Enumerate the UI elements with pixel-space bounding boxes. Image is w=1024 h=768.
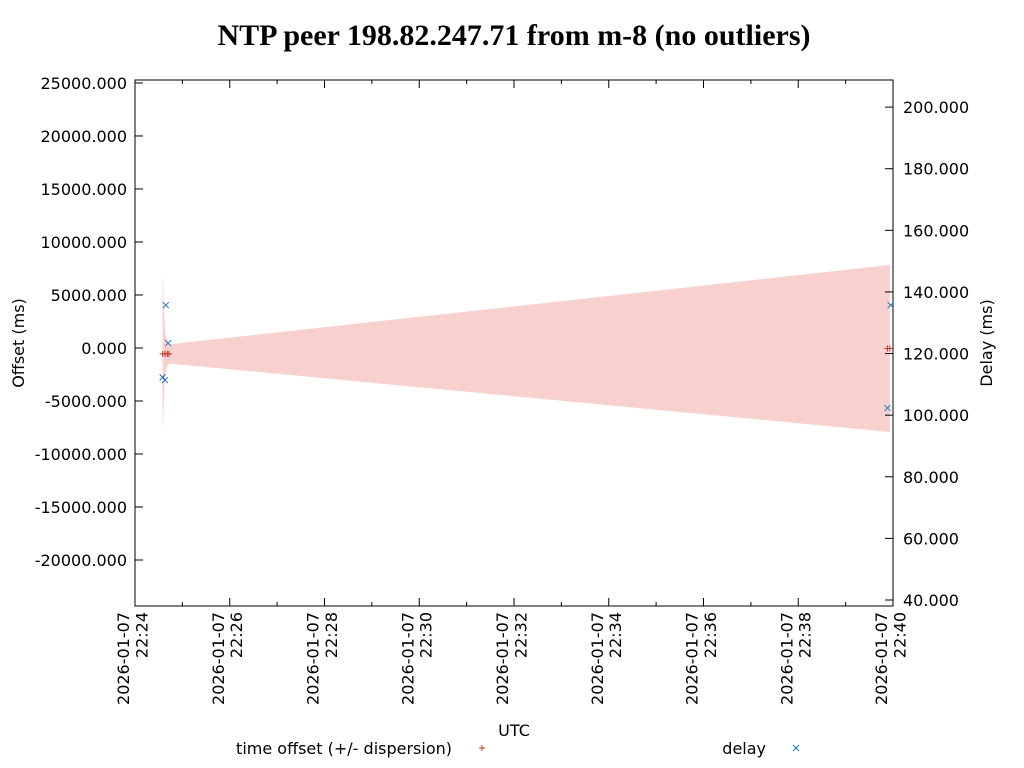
y-tick-label: -15000.000 bbox=[35, 498, 127, 517]
y-axis-label: Offset (ms) bbox=[9, 298, 28, 388]
x-tick-label: 2026-01-0722:36 bbox=[683, 612, 720, 705]
legend-label: delay bbox=[722, 739, 766, 758]
x-tick-label: 2026-01-0722:24 bbox=[114, 612, 151, 705]
y2-tick-label: 140.000 bbox=[903, 283, 969, 302]
y-tick-label: 0.000 bbox=[81, 339, 127, 358]
y-tick-label: 25000.000 bbox=[40, 74, 127, 93]
y-tick-label: 10000.000 bbox=[40, 233, 127, 252]
dispersion-band bbox=[162, 264, 890, 434]
x-tick-label: 2026-01-0722:40 bbox=[872, 612, 909, 705]
y2-tick-label: 80.000 bbox=[903, 468, 959, 487]
delay-point-glyph bbox=[164, 339, 172, 347]
y2-tick-label: 160.000 bbox=[903, 221, 969, 240]
delay-point bbox=[887, 301, 894, 309]
legend-marker bbox=[792, 744, 800, 752]
y2-tick-label: 180.000 bbox=[903, 160, 969, 179]
offset-point-glyph bbox=[886, 345, 893, 352]
y2-tick-label: 200.000 bbox=[903, 98, 969, 117]
legend-label: time offset (+/- dispersion) bbox=[236, 739, 452, 758]
offset-point bbox=[165, 350, 172, 357]
y-tick-label: -20000.000 bbox=[35, 551, 127, 570]
delay-point-glyph bbox=[884, 404, 891, 412]
delay-point-glyph bbox=[887, 301, 894, 309]
y2-axis-label: Delay (ms) bbox=[977, 299, 996, 386]
delay-point bbox=[164, 339, 172, 347]
x-tick-label: 2026-01-0722:26 bbox=[209, 612, 246, 705]
offset-point bbox=[886, 345, 893, 352]
delay-point bbox=[884, 404, 891, 412]
y-tick-label: -10000.000 bbox=[35, 445, 127, 464]
y-tick-label: 20000.000 bbox=[40, 127, 127, 146]
delay-point bbox=[162, 301, 170, 309]
x-tick-label: 2026-01-0722:34 bbox=[588, 612, 625, 705]
y-tick-label: 15000.000 bbox=[40, 180, 127, 199]
x-tick-label: 2026-01-0722:38 bbox=[777, 612, 814, 705]
x-tick-label: 2026-01-0722:30 bbox=[398, 612, 435, 705]
y2-tick-label: 120.000 bbox=[903, 345, 969, 364]
y2-tick-label: 40.000 bbox=[903, 591, 959, 610]
legend-marker bbox=[479, 745, 485, 751]
y-tick-label: -5000.000 bbox=[45, 392, 127, 411]
y2-tick-label: 100.000 bbox=[903, 406, 969, 425]
chart-title: NTP peer 198.82.247.71 from m-8 (no outl… bbox=[218, 19, 811, 52]
delay-point bbox=[161, 376, 169, 384]
x-tick-label: 2026-01-0722:28 bbox=[304, 612, 341, 705]
offset-point-glyph bbox=[165, 350, 172, 357]
x-axis-label: UTC bbox=[498, 721, 530, 740]
y2-tick-label: 60.000 bbox=[903, 529, 959, 548]
y-tick-label: 5000.000 bbox=[51, 286, 127, 305]
x-tick-label: 2026-01-0722:32 bbox=[493, 612, 530, 705]
delay-point-glyph bbox=[162, 301, 170, 309]
delay-point-glyph bbox=[161, 376, 169, 384]
